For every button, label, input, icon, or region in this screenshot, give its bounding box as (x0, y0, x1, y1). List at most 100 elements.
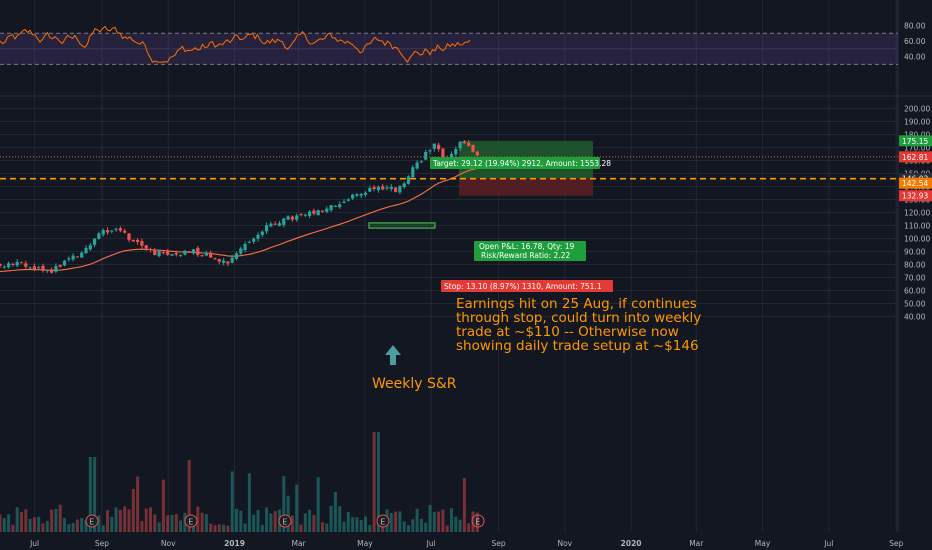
candle-body (475, 151, 479, 156)
candle-body (308, 211, 312, 217)
volume-bar (415, 508, 419, 532)
price-axis-label: 200.00 (904, 105, 930, 114)
candle-body (97, 233, 101, 239)
volume-bar (2, 517, 6, 532)
candle-body (144, 245, 148, 249)
price-axis-label: 50.00 (904, 300, 926, 309)
candle-body (37, 267, 41, 269)
candle-body (428, 150, 432, 152)
candle-body (316, 210, 320, 216)
stop-price-badge-label: 132.93 (902, 192, 928, 201)
candle-body (136, 239, 140, 242)
volume-bar (196, 506, 200, 532)
candle-body (325, 208, 329, 212)
volume-bar (15, 507, 19, 532)
stop-zone (459, 178, 593, 196)
candle-body (441, 148, 445, 159)
candle-body (351, 194, 355, 199)
volume-bar (290, 515, 294, 532)
volume-bar (411, 519, 415, 532)
volume-bar (359, 519, 363, 532)
volume-bar (407, 525, 410, 532)
volume-bar (325, 523, 329, 532)
volume-bar (161, 479, 165, 532)
volume-bar (123, 506, 127, 532)
volume-bar (256, 509, 260, 532)
candle-body (187, 251, 191, 253)
candle-body (174, 253, 178, 255)
volume-bar (333, 491, 337, 532)
volume-bar (140, 520, 144, 532)
volume-bar (226, 525, 230, 532)
earnings-marker-label: E (282, 518, 287, 527)
volume-bar (321, 522, 324, 532)
volume-bar (303, 513, 307, 532)
candle-body (131, 239, 135, 242)
time-axis-label: Sep (491, 539, 505, 548)
candle-body (50, 269, 54, 273)
current-price-badge-label: 162.81 (902, 153, 928, 162)
candle-body (333, 205, 337, 207)
candle-body (226, 261, 230, 264)
candle-body (282, 218, 286, 225)
candle-body (462, 141, 466, 144)
rsi-axis-label: 60.00 (904, 37, 926, 46)
pnl-label-box (474, 241, 586, 261)
time-axis-label: Sep (95, 539, 109, 548)
volume-bar (282, 476, 286, 532)
volume-bar (467, 523, 471, 532)
candle-body (15, 261, 19, 266)
candle-body (88, 245, 92, 250)
candle-body (256, 234, 260, 239)
volume-bar (338, 506, 342, 532)
stop-label-box (441, 280, 613, 292)
earnings-marker-icon (85, 514, 99, 528)
volume-bar (269, 513, 273, 532)
volume-bar (80, 517, 84, 532)
candle-body (385, 187, 389, 189)
candle-body (363, 192, 368, 195)
candle-body (157, 250, 161, 257)
candle-body (424, 151, 428, 160)
volume-bar (437, 511, 441, 532)
price-axis-label: 70.00 (904, 274, 926, 283)
volume-bar (88, 457, 92, 532)
candle-body (127, 233, 131, 240)
volume-bar (114, 507, 118, 532)
candle-body (114, 228, 118, 230)
time-axis-label: Jul (29, 539, 39, 548)
volume-bar (424, 522, 428, 532)
volume-bar (136, 476, 140, 532)
volume-bar (67, 524, 71, 532)
volume-bar (351, 517, 355, 532)
candle-body (406, 176, 411, 184)
volume-bar (462, 477, 466, 532)
candle-body (394, 187, 398, 192)
volume-bar (329, 505, 333, 532)
candle-body (269, 223, 273, 227)
volume-bar (45, 520, 49, 532)
candle-body (118, 228, 122, 231)
volume-bar (204, 514, 208, 532)
volume-bar (364, 516, 367, 532)
entry-secondary-badge (899, 177, 932, 189)
volume-bar (131, 488, 135, 532)
price-axis-label: 60.00 (904, 287, 926, 296)
volume-bar (58, 504, 62, 532)
price-axis-label: 190.00 (904, 118, 930, 127)
volume-bar (355, 517, 359, 532)
time-axis-label: Jul (426, 539, 436, 548)
volume-bar (428, 504, 432, 532)
candle-body (303, 214, 307, 216)
earnings-marker-label: E (380, 518, 385, 527)
volume-bar (368, 524, 372, 532)
candle-body (32, 266, 36, 270)
candle-body (411, 167, 415, 178)
candle-body (295, 215, 299, 220)
volume-bar (458, 519, 462, 532)
volume-bars (0, 432, 479, 532)
time-axis-label: Sep (889, 539, 903, 548)
candle-body (200, 255, 204, 257)
